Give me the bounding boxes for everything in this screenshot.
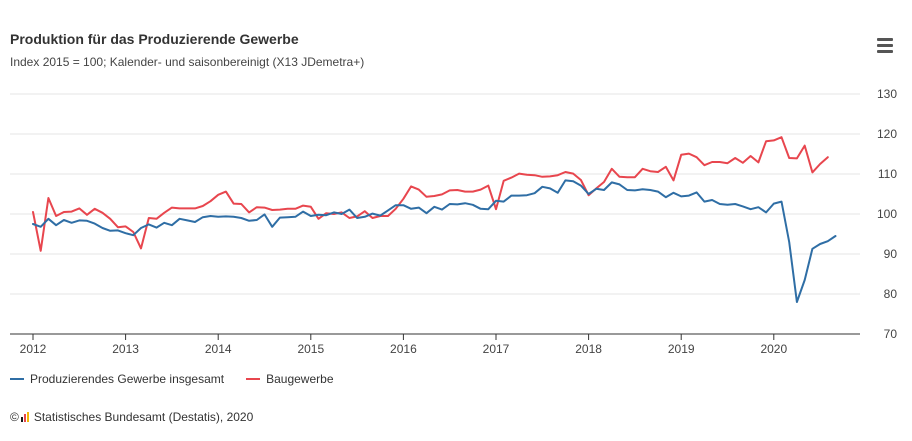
source-credit: © Statistisches Bundesamt (Destatis), 20… (10, 410, 253, 424)
legend-item-produzierendes-gewerbe[interactable]: Produzierendes Gewerbe insgesamt (10, 372, 224, 386)
y-tick-label: 90 (884, 247, 898, 261)
y-axis-tick-labels: 70 80 90 100 110 120 130 (877, 87, 897, 341)
x-tick-label: 2020 (760, 342, 787, 356)
x-tick-label: 2019 (668, 342, 695, 356)
chart-title: Produktion für das Produzierende Gewerbe (10, 31, 299, 47)
x-tick-label: 2015 (297, 342, 324, 356)
series-lines (32, 136, 837, 303)
y-tick-label: 110 (878, 167, 897, 181)
series-line-produzierendes-gewerbe[interactable] (32, 179, 837, 303)
destatis-logo-icon (20, 412, 30, 422)
legend-swatch-red (246, 378, 261, 380)
series-line-baugewerbe[interactable] (32, 136, 829, 252)
legend-label: Produzierendes Gewerbe insgesamt (30, 372, 225, 386)
x-tick-label: 2013 (112, 342, 139, 356)
y-tick-label: 120 (877, 127, 897, 141)
legend-label: Baugewerbe (266, 372, 334, 386)
x-tick-label: 2016 (390, 342, 417, 356)
legend: Produzierendes Gewerbe insgesamt Baugewe… (10, 372, 334, 386)
x-tick-label: 2017 (483, 342, 510, 356)
x-tick-label: 2012 (20, 342, 47, 356)
copyright-symbol: © (10, 410, 19, 424)
x-tick-label: 2014 (205, 342, 232, 356)
credit-text: Statistisches Bundesamt (Destatis), 2020 (33, 410, 254, 424)
hamburger-menu-icon[interactable] (874, 38, 896, 56)
y-tick-label: 70 (884, 327, 898, 341)
y-tick-label: 80 (884, 287, 898, 301)
y-tick-label: 100 (877, 207, 897, 221)
x-axis: 2012 2013 2014 2015 2016 2017 2018 2019 2020 (10, 333, 860, 356)
legend-item-baugewerbe[interactable]: Baugewerbe (246, 372, 334, 386)
legend-swatch-blue (10, 378, 24, 380)
y-tick-label: 130 (877, 87, 897, 101)
x-tick-label: 2018 (575, 342, 602, 356)
grid-lines (10, 93, 860, 295)
chart-subtitle: Index 2015 = 100; Kalender- und saisonbe… (10, 55, 365, 69)
